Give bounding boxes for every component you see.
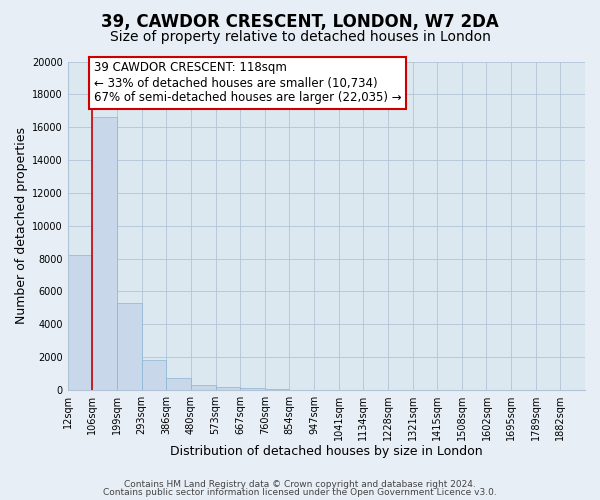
Bar	[117, 303, 142, 390]
Bar	[215, 386, 240, 390]
Text: 39 CAWDOR CRESCENT: 118sqm
← 33% of detached houses are smaller (10,734)
67% of : 39 CAWDOR CRESCENT: 118sqm ← 33% of deta…	[94, 62, 401, 104]
Bar	[166, 378, 191, 390]
Bar	[142, 360, 166, 390]
Bar	[265, 388, 289, 390]
X-axis label: Distribution of detached houses by size in London: Distribution of detached houses by size …	[170, 444, 483, 458]
Text: Contains HM Land Registry data © Crown copyright and database right 2024.: Contains HM Land Registry data © Crown c…	[124, 480, 476, 489]
Bar	[92, 118, 117, 390]
Bar	[240, 388, 265, 390]
Text: Contains public sector information licensed under the Open Government Licence v3: Contains public sector information licen…	[103, 488, 497, 497]
Y-axis label: Number of detached properties: Number of detached properties	[15, 127, 28, 324]
Text: Size of property relative to detached houses in London: Size of property relative to detached ho…	[110, 30, 490, 44]
Text: 39, CAWDOR CRESCENT, LONDON, W7 2DA: 39, CAWDOR CRESCENT, LONDON, W7 2DA	[101, 12, 499, 30]
Bar	[191, 384, 215, 390]
Bar	[68, 256, 92, 390]
